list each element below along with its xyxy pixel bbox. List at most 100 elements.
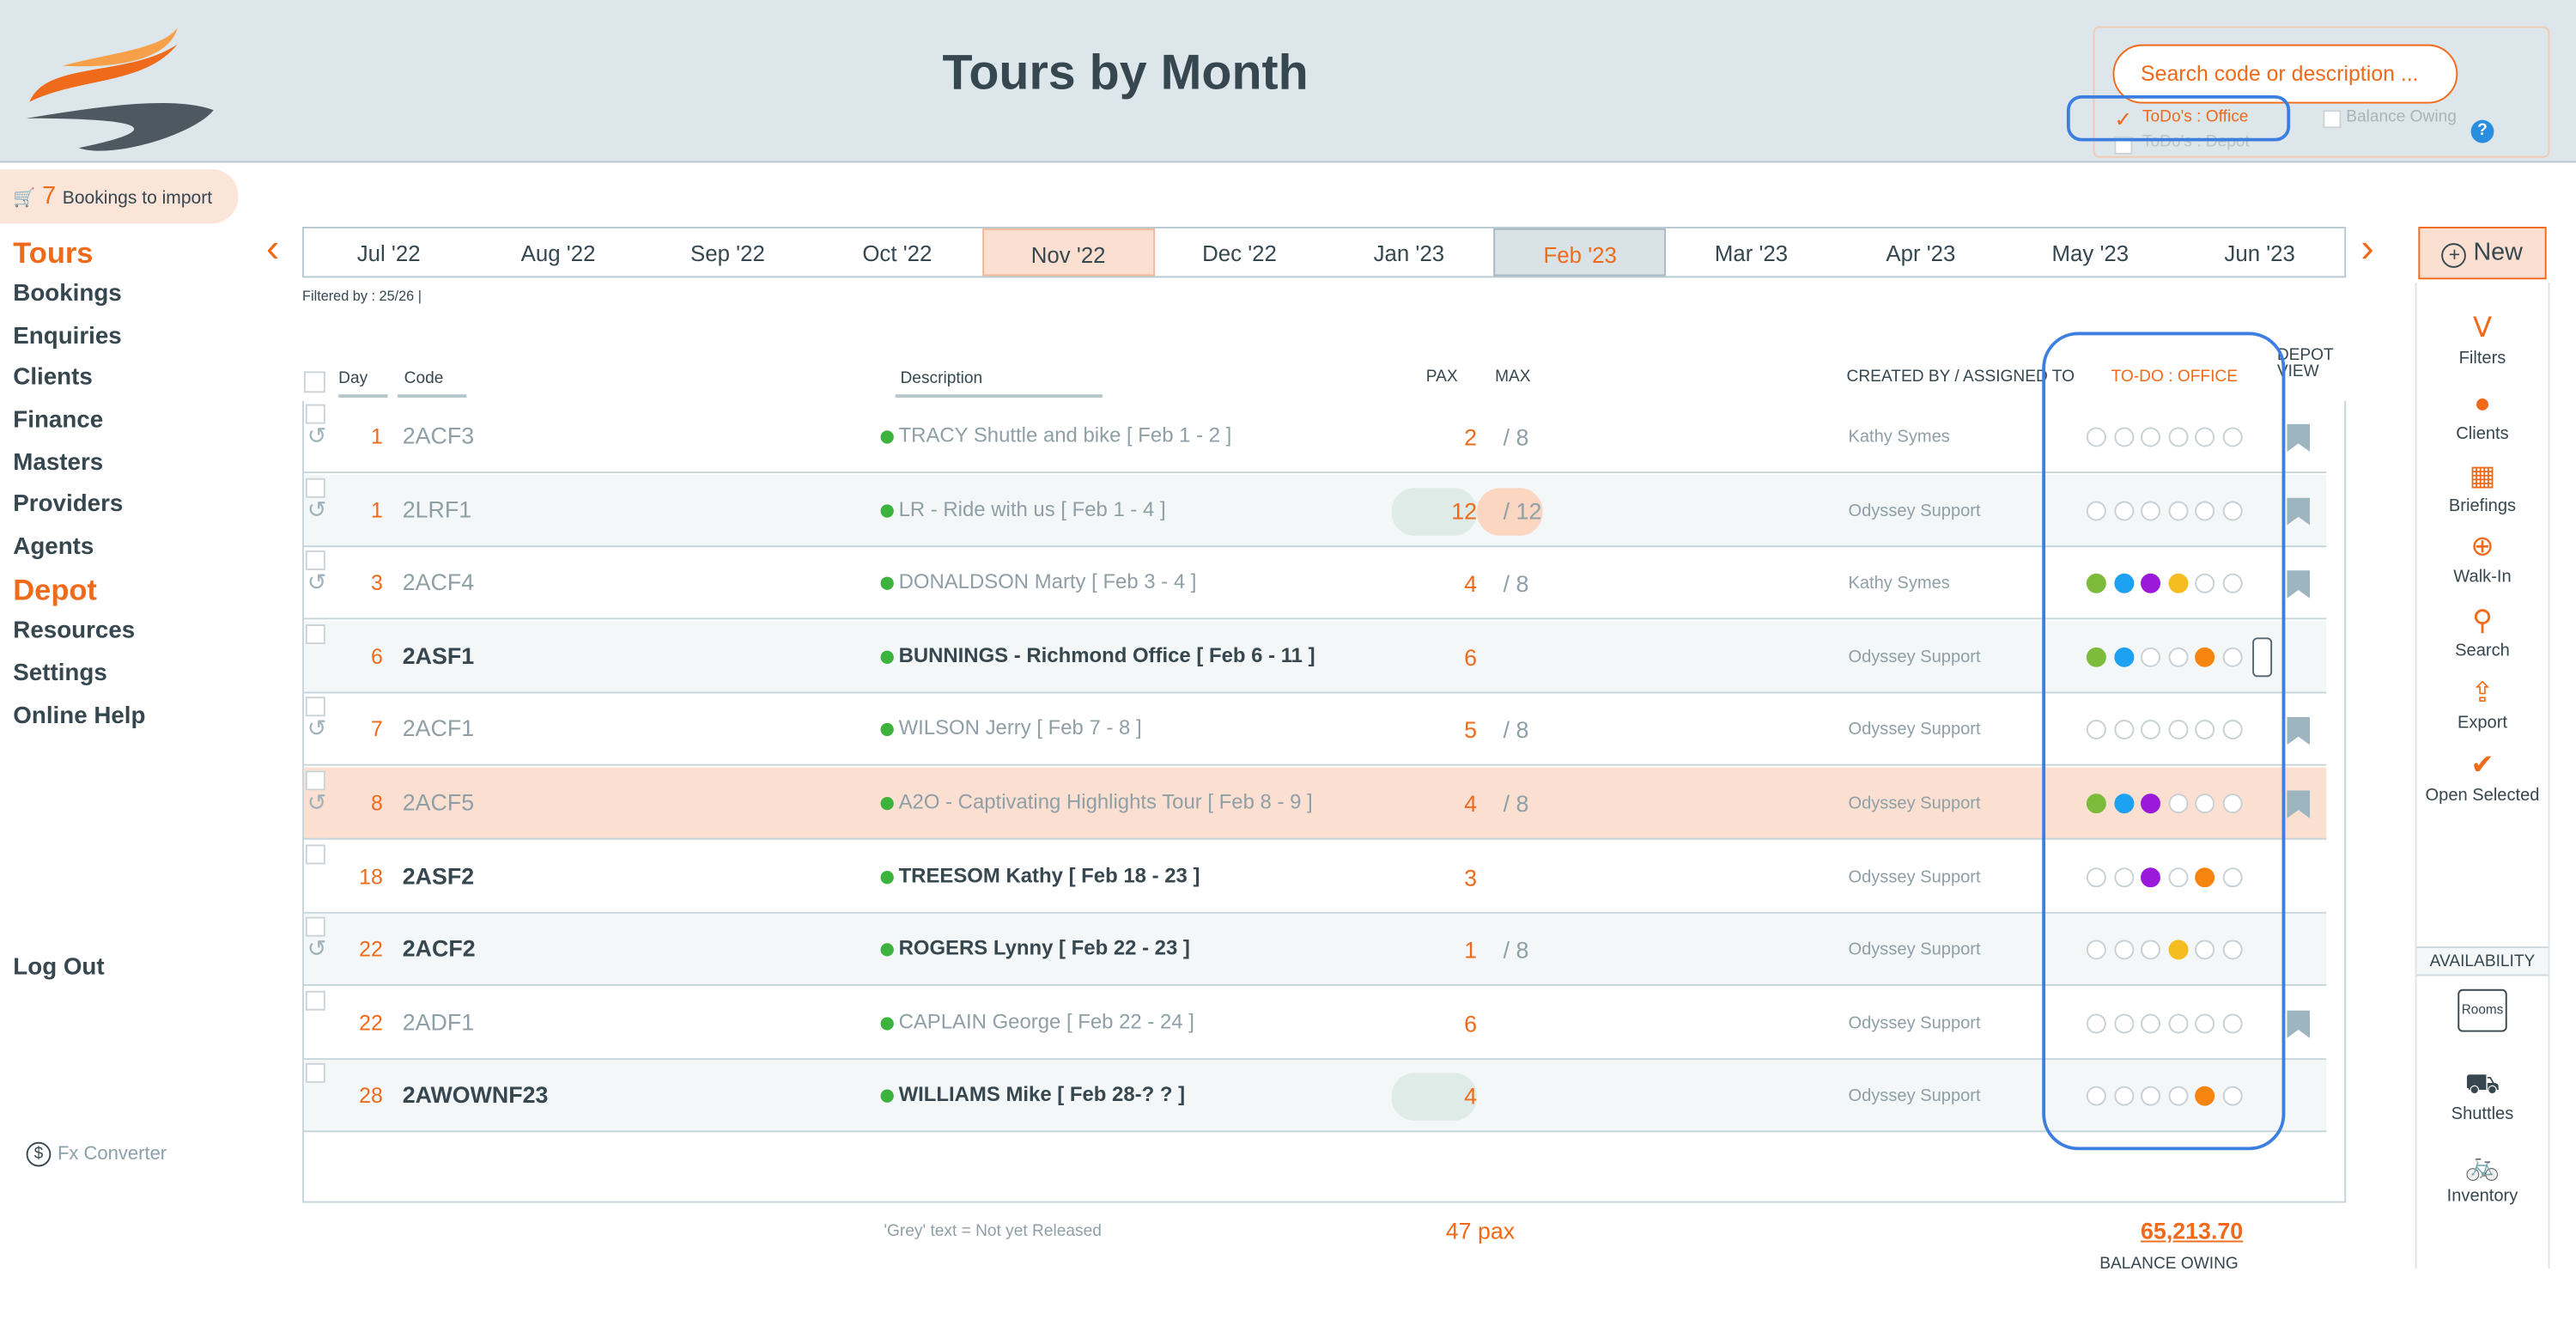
todo-circle[interactable] [2168,720,2189,740]
history-icon[interactable]: ↺ [307,715,327,742]
row-checkbox[interactable] [305,404,325,424]
table-row[interactable]: ↺ 7 2ACF1 WILSON Jerry [ Feb 7 - 8 ] 5 / 8 Ody… [303,694,2327,767]
row-checkbox[interactable] [305,770,325,791]
row-description[interactable]: ROGERS Lynny [ Feb 22 - 23 ] [898,936,1190,960]
month-tab-current[interactable]: Nov '22 [981,228,1155,277]
briefings-button[interactable]: ▦ Briefings [2418,460,2546,516]
todo-circle[interactable] [2195,427,2215,447]
history-icon[interactable]: ↺ [307,496,327,522]
month-tab[interactable]: Jan '23 [1373,241,1445,266]
todo-circle[interactable] [2113,940,2134,960]
todo-circle[interactable] [2222,574,2243,594]
row-checkbox[interactable] [305,990,325,1011]
todo-circle[interactable] [2141,574,2161,594]
bookmark-icon[interactable] [2287,1010,2311,1038]
month-tab[interactable]: Dec '22 [1202,241,1277,266]
month-tab[interactable]: Jul '22 [356,241,421,266]
balance-checkbox[interactable] [2323,110,2342,129]
todo-circle[interactable] [2222,647,2243,667]
nav-agents[interactable]: Agents [13,533,94,561]
office-checkbox[interactable]: ✓ [2114,106,2133,132]
todo-office-label[interactable]: ToDo's : Office [2142,108,2249,127]
todo-circle[interactable] [2195,867,2215,887]
todo-circle[interactable] [2141,1086,2161,1107]
month-tab[interactable]: Apr '23 [1886,241,1956,266]
balance-owing-label[interactable]: Balance Owing [2346,108,2457,127]
todo-depot-label[interactable]: ToDo's : Depot [2142,132,2250,152]
todo-circle[interactable] [2113,794,2134,814]
todo-circle[interactable] [2195,574,2215,594]
todo-circle[interactable] [2086,794,2106,814]
row-description[interactable]: WILSON Jerry [ Feb 7 - 8 ] [898,716,1142,740]
todo-circle[interactable] [2222,427,2243,447]
row-checkbox[interactable] [305,623,325,644]
todo-circle[interactable] [2113,500,2134,520]
nav-enquiries[interactable]: Enquiries [13,323,122,350]
row-code[interactable]: 2ASF1 [402,642,475,669]
todo-circle[interactable] [2168,427,2189,447]
row-code[interactable]: 2AWOWNF23 [402,1081,549,1109]
todo-circle[interactable] [2222,500,2243,520]
row-code[interactable]: 2ADF1 [402,1008,475,1035]
nav-providers[interactable]: Providers [13,491,124,518]
nav-masters[interactable]: Masters [13,450,104,477]
row-checkbox[interactable] [305,696,325,717]
todo-circle[interactable] [2168,1086,2189,1107]
nav-tours[interactable]: Tours [13,236,94,270]
todo-circle[interactable] [2222,867,2243,887]
todo-circle[interactable] [2222,1013,2243,1034]
todo-circle[interactable] [2086,647,2106,667]
row-code[interactable]: 2ASF2 [402,861,475,889]
row-code[interactable]: 2ACF2 [402,935,476,962]
todo-circle[interactable] [2113,427,2134,447]
company-logo[interactable] [13,20,218,161]
todo-circle[interactable] [2141,427,2161,447]
row-description[interactable]: A2O - Captivating Highlights Tour [ Feb … [898,790,1313,814]
todo-circle[interactable] [2222,940,2243,960]
todo-circle[interactable] [2195,1013,2215,1034]
month-tab[interactable]: Mar '23 [1714,241,1789,266]
table-row[interactable]: 6 2ASF1 BUNNINGS - Richmond Office [ Feb 6… [303,620,2327,694]
table-row[interactable]: ↺ 1 2LRF1 LR - Ride with us [ Feb 1 - 4 ] 12… [303,474,2327,547]
filters-button[interactable]: ⴸ Filters [2418,313,2546,368]
todo-circle[interactable] [2195,647,2215,667]
todo-circle[interactable] [2222,720,2243,740]
fx-converter-link[interactable]: $ Fx Converter [26,1141,167,1167]
row-checkbox[interactable] [305,916,325,937]
row-description[interactable]: DONALDSON Marty [ Feb 3 - 4 ] [898,570,1197,594]
row-checkbox[interactable] [305,843,325,864]
todo-circle[interactable] [2222,794,2243,814]
balance-owing-link[interactable]: 65,213.70 [2141,1217,2244,1244]
select-all-checkbox[interactable] [303,371,325,393]
bookmark-icon[interactable] [2287,570,2311,599]
bookmark-icon[interactable] [2287,790,2311,818]
table-row[interactable]: ↺ 8 2ACF5 A2O - Captivating Highlights Tour… [303,767,2327,840]
inventory-button[interactable]: 🚲 Inventory [2418,1150,2546,1206]
todo-circle[interactable] [2086,940,2106,960]
rooms-button[interactable]: Rooms [2418,988,2546,1032]
todo-circle[interactable] [2141,867,2161,887]
bookmark-icon[interactable] [2287,423,2311,453]
todo-circle[interactable] [2195,720,2215,740]
table-row[interactable]: ↺ 1 2ACF3 TRACY Shuttle and bike [ Feb 1 - … [303,401,2327,474]
todo-circle[interactable] [2113,867,2134,887]
col-description[interactable]: Description [895,369,1103,398]
search-button[interactable]: ⚲ Search [2418,605,2546,660]
col-code[interactable]: Code [398,369,467,398]
todo-circle[interactable] [2168,794,2189,814]
nav-depot[interactable]: Depot [13,573,97,607]
logout-link[interactable]: Log Out [13,954,105,982]
nav-finance[interactable]: Finance [13,407,104,435]
month-tab[interactable]: Jun '23 [2224,241,2295,266]
next-month-arrow[interactable]: › [2360,227,2374,271]
todo-circle[interactable] [2086,1086,2106,1107]
month-tab-selected[interactable]: Feb '23 [1493,228,1667,277]
todo-circle[interactable] [2141,647,2161,667]
history-icon[interactable]: ↺ [307,569,327,595]
row-checkbox[interactable] [305,1063,325,1084]
todo-circle[interactable] [2141,940,2161,960]
todo-circle[interactable] [2113,647,2134,667]
walkin-button[interactable]: ⊕ Walk-In [2418,531,2546,587]
todo-circle[interactable] [2141,1013,2161,1034]
row-description[interactable]: TREESOM Kathy [ Feb 18 - 23 ] [898,863,1200,887]
